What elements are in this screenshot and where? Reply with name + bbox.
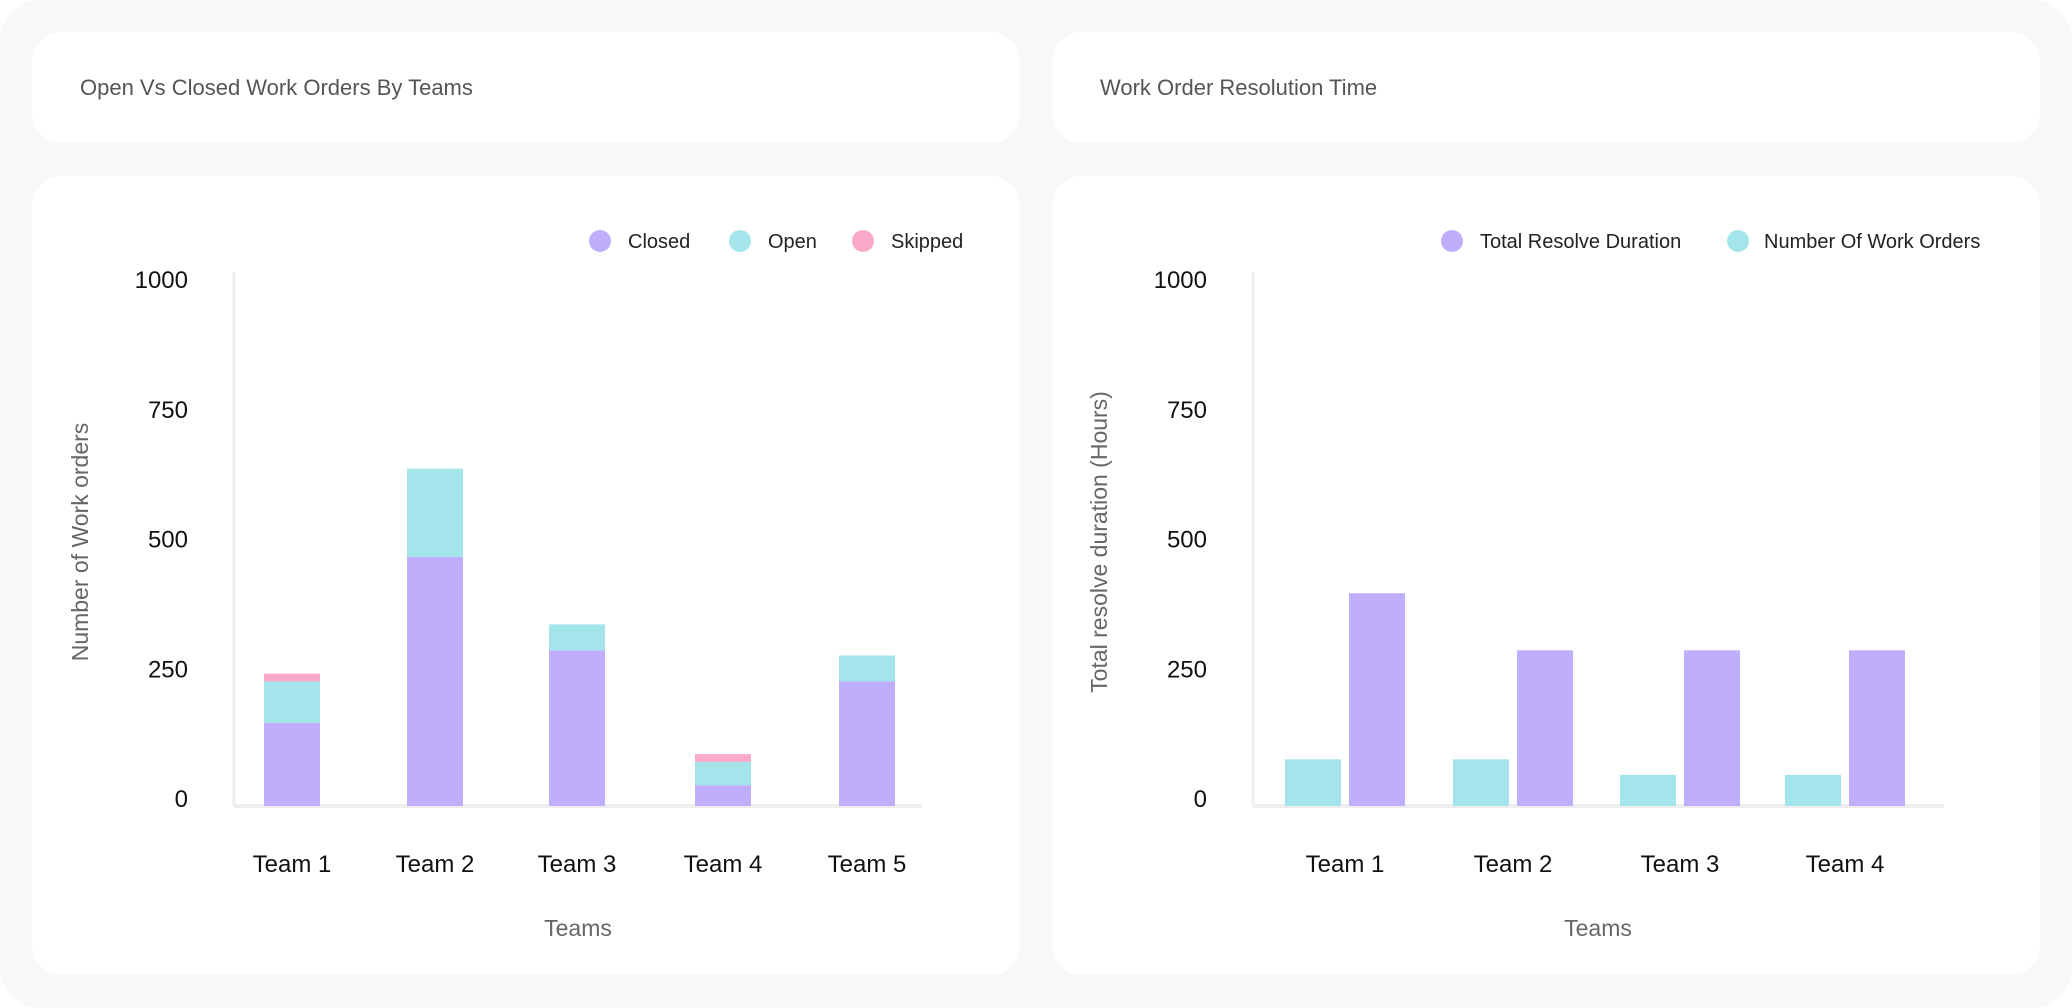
x-tick-label: Team 4	[684, 851, 763, 878]
y-axis-label-right: Total resolve duration (Hours)	[1086, 391, 1112, 693]
bar-total-resolve-duration	[1684, 650, 1740, 806]
x-tick-label: Team 4	[1806, 851, 1885, 878]
panel-title: Open Vs Closed Work Orders By Teams	[80, 74, 473, 100]
bar-closed	[695, 785, 751, 806]
x-tick-label: Team 2	[396, 851, 475, 878]
panel-title: Work Order Resolution Time	[1100, 74, 1378, 100]
bar-open	[839, 655, 895, 682]
legend-label-total-resolve-duration: Total Resolve Duration	[1480, 231, 1681, 253]
chart-card-right	[1052, 176, 2040, 975]
y-tick-label: 1000	[1154, 267, 1207, 294]
legend-dot-number-of-work-orders	[1727, 230, 1749, 252]
bar-total-resolve-duration	[1849, 650, 1905, 806]
bar-total-resolve-duration	[1349, 593, 1405, 806]
y-tick-label: 750	[1167, 397, 1207, 424]
y-tick-label: 250	[148, 656, 188, 683]
legend-right: Total Resolve Duration Number Of Work Or…	[1441, 230, 1980, 253]
y-tick-label: 1000	[135, 267, 188, 294]
x-tick-label: Team 5	[828, 851, 907, 878]
legend-dot-open	[729, 230, 751, 252]
bar-closed	[407, 556, 463, 806]
y-tick-label: 500	[148, 527, 188, 554]
legend-dot-skipped	[852, 230, 874, 252]
bar-total-resolve-duration	[1517, 650, 1573, 806]
bar-closed	[839, 681, 895, 806]
x-tick-label: Team 1	[253, 851, 332, 878]
y-tick-label: 0	[1194, 786, 1207, 813]
bar-skipped	[695, 754, 751, 762]
y-tick-label: 250	[1167, 656, 1207, 683]
y-axis-label-left: Number of Work orders	[67, 423, 93, 662]
bar-closed	[549, 650, 605, 806]
y-tick-label: 0	[175, 786, 188, 813]
legend-left: Closed Open Skipped	[589, 230, 963, 253]
bar-open	[407, 468, 463, 557]
bar-closed	[264, 722, 320, 806]
legend-label-number-of-work-orders: Number Of Work Orders	[1764, 231, 1980, 253]
bar-skipped	[264, 673, 320, 682]
bar-number-of-work-orders	[1285, 759, 1341, 806]
chart-card-left	[32, 176, 1020, 975]
legend-label-skipped: Skipped	[891, 231, 963, 253]
x-axis-label-right: Teams	[1564, 915, 1632, 941]
bar-open	[549, 624, 605, 651]
bar-number-of-work-orders	[1620, 774, 1676, 806]
legend-dot-closed	[589, 230, 611, 252]
x-axis-label-left: Teams	[544, 915, 612, 941]
y-tick-label: 500	[1167, 527, 1207, 554]
x-tick-label: Team 3	[1641, 851, 1720, 878]
x-tick-label: Team 2	[1474, 851, 1553, 878]
bar-open	[264, 681, 320, 723]
x-tick-label: Team 3	[538, 851, 617, 878]
legend-dot-total-resolve-duration	[1441, 230, 1463, 252]
bar-number-of-work-orders	[1785, 774, 1841, 806]
bar-number-of-work-orders	[1453, 759, 1509, 806]
y-tick-label: 750	[148, 397, 188, 424]
chart-title-card-right: Work Order Resolution Time	[1052, 32, 2040, 143]
bar-open	[695, 761, 751, 786]
x-tick-label: Team 1	[1306, 851, 1385, 878]
legend-label-closed: Closed	[628, 231, 690, 253]
legend-label-open: Open	[768, 231, 817, 253]
chart-title-card-left: Open Vs Closed Work Orders By Teams	[32, 32, 1020, 143]
